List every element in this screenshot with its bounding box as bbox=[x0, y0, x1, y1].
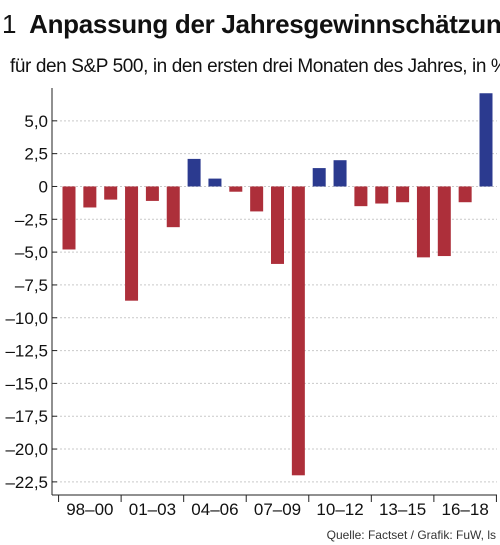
bar-1999 bbox=[83, 186, 97, 208]
figure-number: 1 bbox=[2, 9, 17, 39]
bar-2012 bbox=[354, 186, 368, 207]
bar-2011 bbox=[333, 160, 347, 187]
bar-2018 bbox=[479, 93, 493, 187]
y-tick-label: –12,5 bbox=[5, 342, 48, 361]
y-tick-label: –17,5 bbox=[5, 407, 48, 426]
bar-1998 bbox=[62, 186, 76, 250]
page-title: Anpassung der Jahresgewinnschätzung bbox=[29, 9, 500, 39]
chart-subtitle-row: für den S&P 500, in den ersten drei Mona… bbox=[0, 52, 500, 82]
y-tick-label: –2,5 bbox=[15, 210, 48, 229]
bar-2009 bbox=[291, 186, 305, 476]
bar-2014 bbox=[396, 186, 410, 203]
bar-2000 bbox=[104, 186, 118, 200]
bar-2015 bbox=[416, 186, 430, 258]
y-tick-label: –5,0 bbox=[15, 243, 48, 262]
bar-2007 bbox=[250, 186, 264, 212]
y-tick-label: –7,5 bbox=[15, 276, 48, 295]
y-tick-label: 2,5 bbox=[24, 145, 48, 164]
y-tick-label: –20,0 bbox=[5, 440, 48, 459]
bar-2002 bbox=[145, 186, 159, 201]
y-tick-label: 0 bbox=[39, 177, 48, 196]
x-group-label: 07–09 bbox=[254, 500, 301, 519]
x-group-label: 16–18 bbox=[442, 500, 489, 519]
bar-2017 bbox=[458, 186, 472, 203]
bar-2001 bbox=[125, 186, 139, 301]
bar-2010 bbox=[312, 168, 326, 187]
source-note: Quelle: Factset / Grafik: FuW, ls bbox=[326, 528, 496, 542]
bar-2008 bbox=[271, 186, 284, 264]
bar-2013 bbox=[375, 186, 389, 204]
bar-2004 bbox=[187, 158, 201, 187]
chart-title-block: 1 Anpassung der Jahresgewinnschätzung bbox=[2, 4, 500, 44]
y-tick-label: –10,0 bbox=[5, 309, 48, 328]
bar-2006 bbox=[229, 186, 243, 192]
bar-2003 bbox=[166, 186, 180, 228]
bar-2005 bbox=[208, 178, 222, 187]
bar-2016 bbox=[437, 186, 451, 257]
x-group-label: 01–03 bbox=[129, 500, 176, 519]
y-tick-label: 5,0 bbox=[24, 112, 48, 131]
y-tick-label: –15,0 bbox=[5, 374, 48, 393]
x-group-label: 98–00 bbox=[66, 500, 113, 519]
y-tick-label: –22,5 bbox=[5, 473, 48, 492]
chart-subtitle: für den S&P 500, in den ersten drei Mona… bbox=[10, 56, 500, 77]
x-group-label: 04–06 bbox=[191, 500, 238, 519]
x-group-label: 13–15 bbox=[379, 500, 426, 519]
x-group-label: 10–12 bbox=[316, 500, 363, 519]
